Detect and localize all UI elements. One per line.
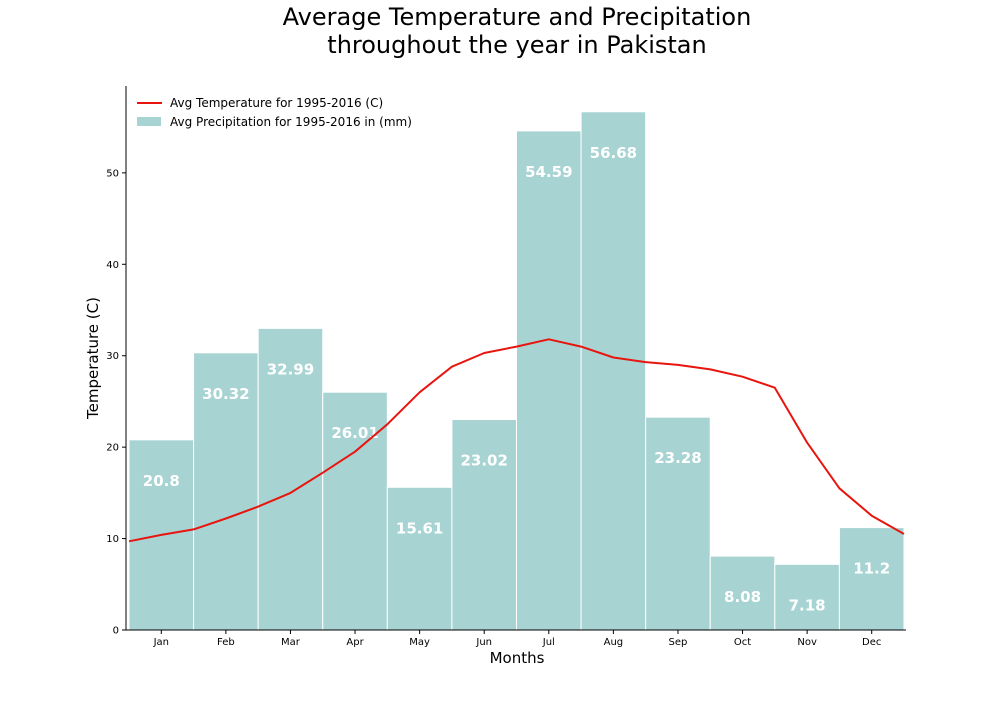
x-tick-label-mar: Mar [281,637,301,648]
chart-title-line-1: Average Temperature and Precipitation [283,3,752,31]
bar-value-label-jan: 20.8 [143,472,180,490]
temperature-line [128,338,905,543]
bar-value-label-jul: 54.59 [525,163,572,181]
bar-value-label-jun: 23.02 [460,452,507,470]
bar-apr [322,391,388,631]
y-tick-label-50: 50 [106,168,119,179]
legend-precipitation-label: Avg Precipitation for 1995-2016 in (mm) [170,115,412,129]
y-tick-label-10: 10 [106,534,119,545]
bar-value-label-dec: 11.2 [853,560,890,578]
chart-title-line-2: throughout the year in Pakistan [327,31,706,59]
y-tick-label-0: 0 [113,626,119,637]
bar-sep [645,416,711,631]
precipitation-bars [128,111,905,631]
x-tick-label-nov: Nov [797,637,817,648]
x-tick-label-aug: Aug [604,637,624,648]
bar-may [386,486,453,631]
bar-value-label-may: 15.61 [396,519,443,537]
y-tick-label-30: 30 [106,351,119,362]
x-tick-label-sep: Sep [669,637,688,648]
legend: Avg Temperature for 1995-2016 (C) Avg Pr… [137,96,412,129]
x-tick-label-apr: Apr [346,637,364,648]
bar-feb [193,352,259,631]
bar-jun [451,419,517,631]
x-tick-label-feb: Feb [217,637,235,648]
bar-value-label-aug: 56.68 [590,144,637,162]
y-tick-label-40: 40 [106,260,119,271]
bar-value-label-feb: 30.32 [202,385,249,403]
x-tick-label-jan: Jan [153,637,169,648]
x-tick-label-may: May [409,637,430,648]
axis-ticks: 0 10 20 30 40 50 Jan Feb Mar Apr May Jun Jul Aug Sep Oc… [106,168,881,648]
bar-value-label-sep: 23.28 [654,449,701,467]
bar-aug [580,111,647,631]
legend-precipitation-swatch [137,117,161,126]
precipitation-bar-labels: 20.8 30.32 32.99 26.01 15.61 23.02 54.59 56.68 2… [143,144,890,615]
bar-dec [838,527,905,631]
bar-value-label-apr: 26.01 [331,424,378,442]
bar-nov [774,563,840,631]
temperature-line-layer [128,338,905,543]
bar-value-label-nov: 7.18 [789,596,826,614]
x-axis-label: Months [490,649,545,667]
bar-value-label-mar: 32.99 [267,360,314,378]
x-tick-label-jul: Jul [542,637,555,648]
bar-jul [516,130,582,631]
x-tick-label-dec: Dec [862,637,881,648]
axes [125,86,906,631]
x-tick-label-oct: Oct [734,637,751,648]
y-tick-label-20: 20 [106,443,119,454]
y-axis-label: Temperature (C) [84,297,102,420]
x-tick-label-jun: Jun [475,637,492,648]
legend-temperature-label: Avg Temperature for 1995-2016 (C) [170,96,383,110]
bar-value-label-oct: 8.08 [724,588,761,606]
